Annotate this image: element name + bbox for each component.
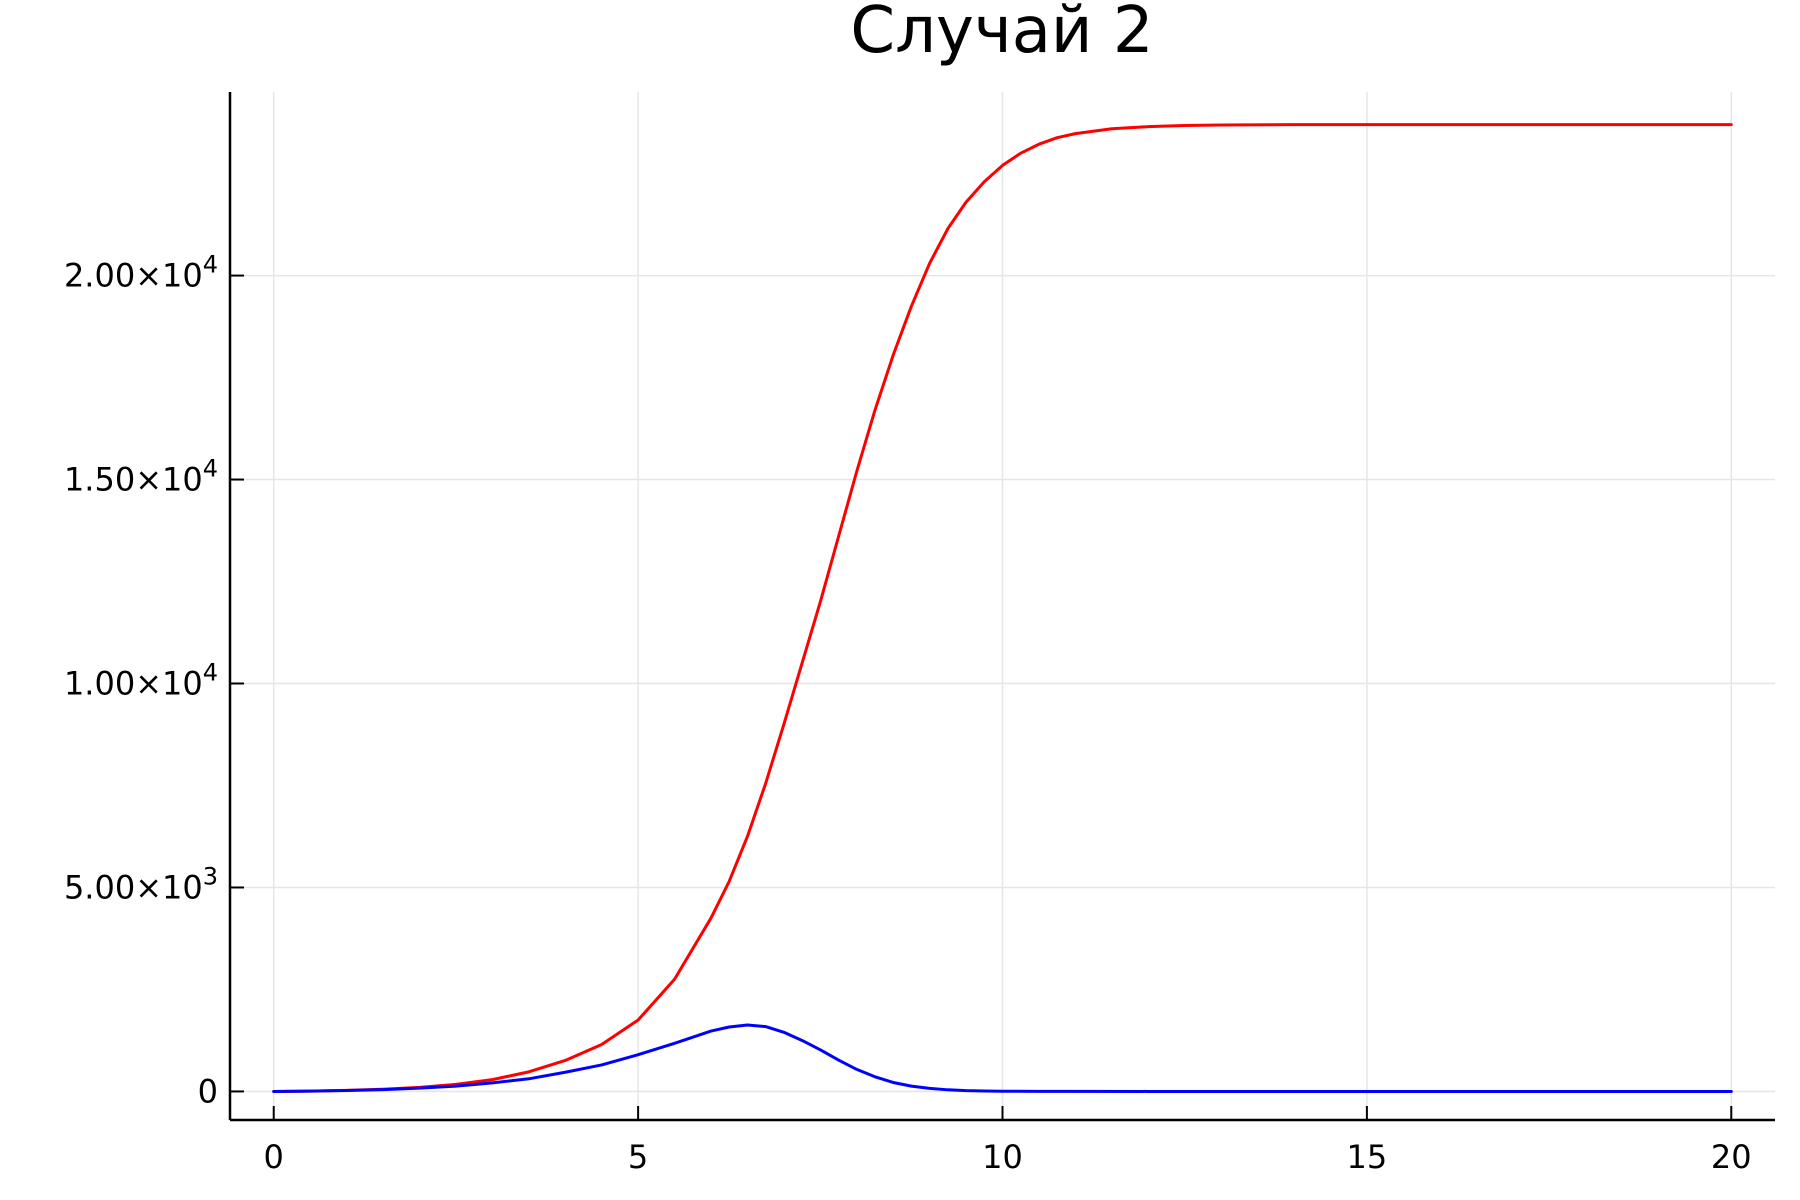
y-tick-label: 1.00×104 — [64, 659, 218, 703]
axes — [228, 92, 1775, 1122]
x-tick-label: 0 — [264, 1138, 284, 1176]
grid — [230, 92, 1775, 1120]
x-tick-label: 10 — [982, 1138, 1023, 1176]
y-tick-label: 0 — [198, 1072, 218, 1110]
y-tick-label: 5.00×103 — [64, 862, 218, 906]
y-tick-label: 2.00×104 — [64, 251, 218, 295]
chart-title: Случай 2 — [850, 0, 1153, 68]
tick-labels: 0 5 10 15 20 0 5.00×103 1.00×104 1.50×104 2.00×10… — [64, 251, 1752, 1176]
series-line-1 — [272, 1023, 1733, 1093]
x-tick-label: 20 — [1711, 1138, 1752, 1176]
x-tick-label: 5 — [628, 1138, 648, 1176]
y-tick-label: 1.50×104 — [64, 455, 218, 499]
x-tick-label: 15 — [1347, 1138, 1388, 1176]
series-layer — [272, 123, 1733, 1093]
series-line-0 — [272, 123, 1733, 1093]
